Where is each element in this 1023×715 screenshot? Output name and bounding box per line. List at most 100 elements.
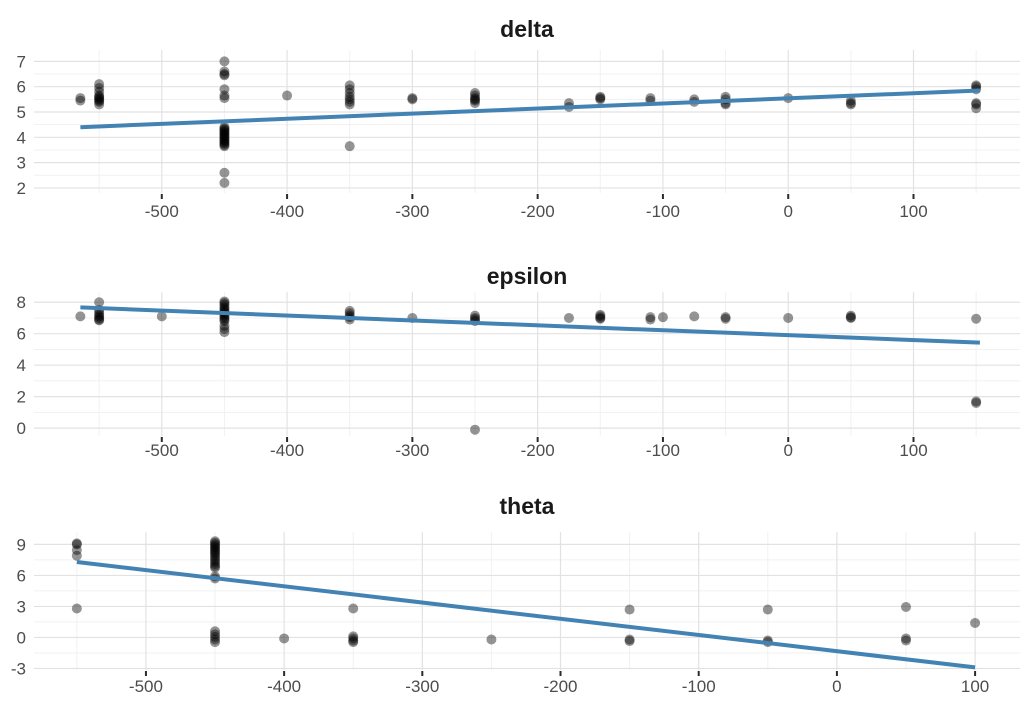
data-point (219, 93, 230, 104)
data-point (94, 90, 105, 101)
data-point (94, 312, 105, 323)
data-point (94, 96, 105, 107)
data-point (219, 177, 230, 188)
x-tick-label: -500 (145, 202, 179, 221)
data-point (595, 312, 606, 323)
data-point (971, 98, 982, 109)
data-point (210, 550, 221, 561)
data-point (971, 313, 982, 324)
data-point (344, 99, 355, 110)
data-point (210, 544, 221, 555)
data-point (219, 296, 230, 307)
x-tick-label: 0 (783, 441, 792, 460)
data-point (595, 93, 606, 104)
data-point (470, 93, 481, 104)
data-point (470, 90, 481, 101)
data-point (156, 311, 167, 322)
y-tick-label: 6 (17, 325, 26, 344)
data-point (219, 137, 230, 148)
data-point (689, 311, 700, 322)
y-tick-label: 6 (17, 566, 26, 585)
data-point (219, 141, 230, 152)
data-point (219, 132, 230, 143)
data-point (71, 545, 82, 556)
y-tick-label: 3 (17, 597, 26, 616)
y-tick-label: 0 (17, 628, 26, 647)
data-point (94, 94, 105, 105)
data-point (94, 93, 105, 104)
data-point (645, 312, 656, 323)
data-point (219, 133, 230, 144)
x-tick-label: 0 (783, 202, 792, 221)
panel-title: delta (500, 16, 554, 42)
data-point (845, 98, 856, 109)
data-point (210, 629, 221, 640)
data-point (344, 84, 355, 95)
data-point (348, 631, 359, 642)
data-point (75, 95, 86, 106)
data-point (845, 312, 856, 323)
data-point (344, 80, 355, 91)
data-point (219, 301, 230, 312)
data-point (900, 633, 911, 644)
data-point (219, 122, 230, 133)
data-point (210, 545, 221, 556)
chart-panel-theta: -500 -400 -300 -200 -100 0 100 -3 0 3 6 9 theta (0, 476, 1023, 715)
x-tick-label: -400 (267, 677, 301, 696)
data-point (470, 312, 481, 323)
theta-chart-svg: -500 -400 -300 -200 -100 0 100 -3 0 3 6 9 theta (11, 493, 1020, 696)
trend-line (76, 559, 976, 670)
y-tick-label: 8 (17, 293, 26, 312)
data-point (470, 310, 481, 321)
x-tick-label: -300 (395, 441, 429, 460)
y-tick-label: 5 (17, 103, 26, 122)
data-point (486, 634, 497, 645)
x-tick-label: -400 (270, 441, 304, 460)
data-point (344, 141, 355, 152)
data-point (971, 103, 982, 114)
data-point (219, 128, 230, 139)
data-point (348, 635, 359, 646)
data-point (657, 312, 668, 323)
data-point (344, 91, 355, 102)
data-point (595, 309, 606, 320)
data-point (219, 123, 230, 134)
x-tick-label: -200 (543, 677, 577, 696)
x-tick-label: -100 (646, 202, 680, 221)
data-point (210, 631, 221, 642)
data-point (645, 93, 656, 104)
y-tick-label: 3 (17, 154, 26, 173)
data-point (210, 559, 221, 570)
plot-area: -500 -400 -300 -200 -100 0 100 0 2 4 6 8 (17, 292, 1020, 460)
x-tick-label: -300 (395, 202, 429, 221)
data-point (210, 542, 221, 553)
data-point (210, 562, 221, 573)
data-point (407, 94, 418, 105)
data-point (845, 95, 856, 106)
data-point (219, 129, 230, 140)
y-tick-label: 6 (17, 78, 26, 97)
data-point (94, 91, 105, 102)
data-point (470, 424, 481, 435)
data-point (219, 70, 230, 81)
y-tick-label: 4 (17, 128, 26, 147)
data-point (595, 94, 606, 105)
data-point (720, 313, 731, 324)
data-point (219, 139, 230, 150)
epsilon-chart-svg: -500 -400 -300 -200 -100 0 100 0 2 4 6 8 epsilon (17, 263, 1020, 460)
data-point (344, 88, 355, 99)
data-point (94, 99, 105, 110)
data-point (219, 323, 230, 334)
chart-panel-epsilon: -500 -400 -300 -200 -100 0 100 0 2 4 6 8 epsilon (0, 238, 1023, 476)
plot-area: -500 -400 -300 -200 -100 0 100 2 3 4 5 6 7 (17, 50, 1020, 221)
data-point (219, 327, 230, 338)
data-point (407, 93, 418, 104)
y-tick-label: 7 (17, 52, 26, 71)
data-point (348, 603, 359, 614)
data-point (94, 311, 105, 322)
data-point (94, 79, 105, 90)
data-point (210, 626, 221, 637)
data-point (219, 312, 230, 323)
data-point (219, 298, 230, 309)
delta-chart-svg: -500 -400 -300 -200 -100 0 100 2 3 4 5 6 7 delta (17, 16, 1020, 221)
